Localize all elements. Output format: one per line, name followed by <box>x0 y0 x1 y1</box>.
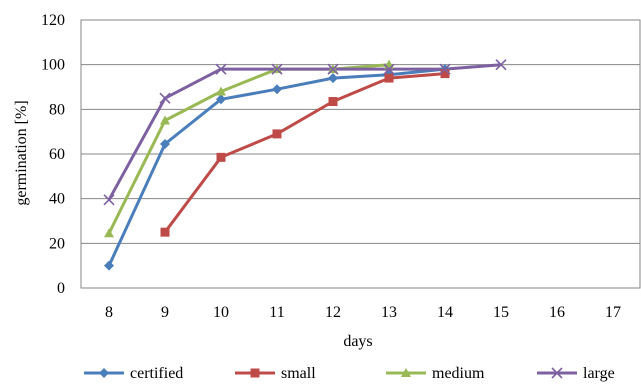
legend-label-medium: medium <box>432 365 485 382</box>
x-tick-label: 16 <box>549 304 565 321</box>
series-line-large <box>107 63 502 201</box>
data-point-large <box>383 63 395 75</box>
y-tick-label: 120 <box>41 12 65 29</box>
data-point-certified <box>328 73 338 84</box>
data-point-large <box>159 92 171 104</box>
series-line-small <box>163 72 446 234</box>
x-tick-label: 15 <box>493 304 509 321</box>
series-markers <box>103 59 507 271</box>
x-tick-label: 13 <box>381 304 397 321</box>
y-axis-title: germination [%] <box>13 100 30 205</box>
data-point-small <box>216 152 226 162</box>
data-point-medium <box>216 86 226 96</box>
data-point-medium <box>160 115 170 125</box>
data-point-large <box>103 194 115 206</box>
data-point-small <box>272 129 282 139</box>
data-point-certified <box>272 84 282 95</box>
x-tick-label: 17 <box>605 304 621 321</box>
legend-label-large: large <box>583 365 615 382</box>
y-tick-label: 60 <box>49 146 65 163</box>
x-tick-label: 9 <box>161 304 169 321</box>
data-point-certified <box>216 94 226 105</box>
data-point-certified <box>104 260 114 271</box>
data-point-small <box>384 73 394 83</box>
legend-label-certified: certified <box>130 365 183 382</box>
legend-marker-medium <box>401 368 411 377</box>
series-line-certified <box>107 67 446 267</box>
y-tick-label: 100 <box>41 57 65 74</box>
x-axis-title: days <box>343 333 372 350</box>
data-point-large <box>495 59 507 71</box>
x-tick-label: 10 <box>213 304 229 321</box>
series-line-medium <box>107 63 390 234</box>
legend-marker-small <box>250 368 260 378</box>
legend-marker-large <box>551 367 563 379</box>
x-tick-label: 12 <box>325 304 341 321</box>
data-point-small <box>160 227 170 237</box>
data-point-large <box>271 63 283 75</box>
y-tick-label: 80 <box>49 101 65 118</box>
legend: certified small medium large <box>84 365 615 382</box>
x-tick-label: 8 <box>105 304 113 321</box>
data-point-small <box>440 69 450 79</box>
x-tick-label: 14 <box>437 304 453 321</box>
y-axis-ticks: 0 20 40 60 80 100 120 <box>41 12 65 297</box>
y-tick-label: 20 <box>49 235 65 252</box>
gridlines <box>81 64 640 244</box>
data-point-certified <box>160 138 170 149</box>
x-tick-label: 11 <box>269 304 284 321</box>
data-point-medium <box>104 228 114 238</box>
data-point-small <box>328 97 338 107</box>
y-tick-label: 40 <box>49 191 65 208</box>
legend-label-small: small <box>281 365 316 382</box>
legend-marker-certified <box>99 368 109 378</box>
data-point-large <box>215 63 227 75</box>
y-tick-label: 0 <box>57 280 65 297</box>
x-axis-ticks: 8 9 10 11 12 13 14 15 16 17 <box>105 304 621 321</box>
data-point-large <box>439 63 451 75</box>
data-point-large <box>327 63 339 75</box>
